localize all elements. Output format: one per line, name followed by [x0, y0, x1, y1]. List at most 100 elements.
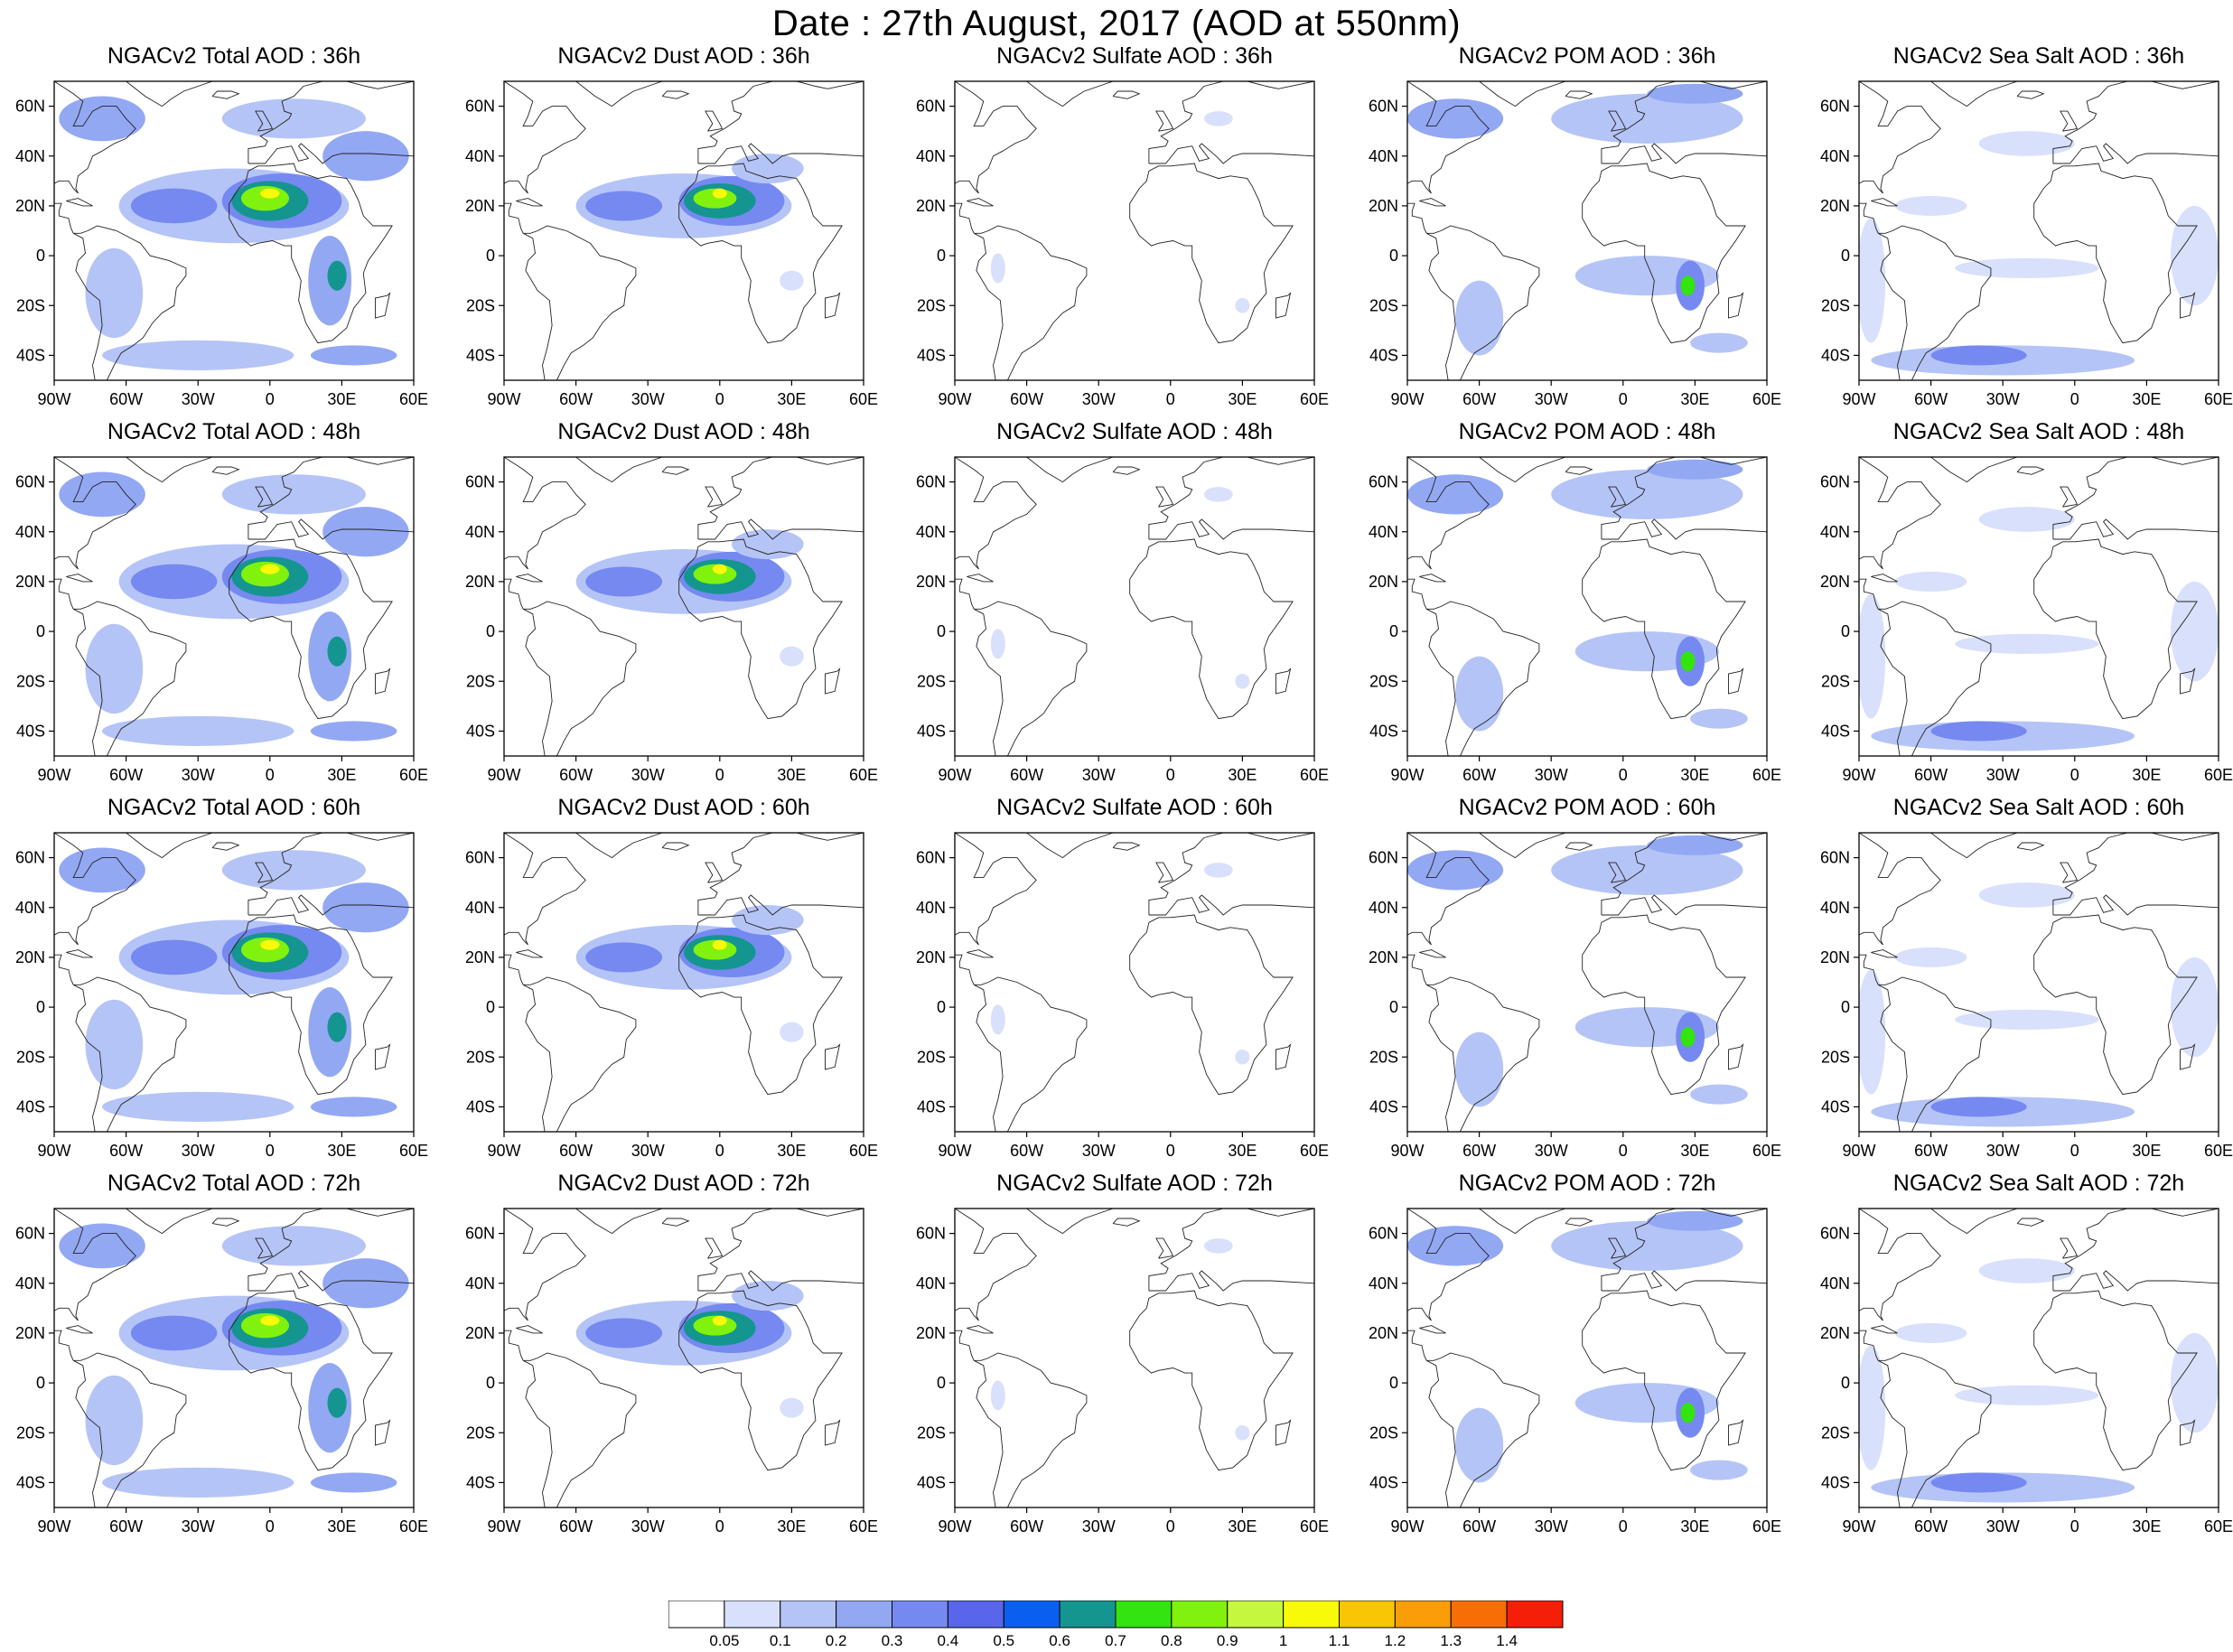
coastline: [255, 486, 274, 508]
coastline: [1877, 1352, 1992, 1507]
y-tick-label: 40S: [1821, 1097, 1850, 1115]
y-tick-label: 40N: [916, 523, 946, 541]
colorbar-label: 0.1: [770, 1632, 791, 1649]
x-tick-label: 90W: [938, 1517, 971, 1535]
x-tick-label: 0: [1619, 390, 1628, 408]
coastline: [1112, 1218, 1141, 1227]
aod-plume: [1955, 633, 2099, 654]
colorbar-swatch: [1227, 1601, 1285, 1629]
y-tick-label: 40S: [1821, 346, 1850, 364]
coastline: [697, 457, 864, 540]
x-tick-label: 30W: [1082, 766, 1116, 784]
coastline: [995, 833, 1114, 859]
aod-plume: [1203, 487, 1233, 502]
colorbar-swatch: [1506, 1601, 1564, 1629]
map-background: [955, 1209, 1314, 1507]
y-tick-label: 40N: [1820, 147, 1850, 165]
x-tick-label: 60W: [1462, 390, 1496, 408]
x-tick-label: 30W: [1535, 1142, 1568, 1160]
coastline: [661, 1218, 690, 1227]
x-tick-label: 0: [2070, 766, 2079, 784]
coastline: [72, 225, 187, 380]
aod-plume: [130, 939, 218, 975]
map-plot: 90W 60W 30W 0 30E 60E 60N 40N 20N 0 20S 40S: [1820, 1208, 2233, 1535]
map-panel-pom-r3: NGACv2 POM AOD : 72h 90W 60W 30W 0 30E 60E 60N 4…: [1353, 1171, 1805, 1541]
y-tick-label: 60N: [1820, 473, 1850, 491]
x-tick-label: 0: [266, 1142, 275, 1160]
x-tick-label: 90W: [37, 1142, 70, 1160]
colorbar-label: 0.5: [993, 1632, 1014, 1649]
y-tick-label: 0: [1389, 998, 1398, 1016]
x-tick-label: 30E: [1680, 1517, 1709, 1535]
coastline: [504, 833, 586, 946]
y-tick-label: 0: [937, 247, 946, 265]
aod-plume: [2170, 957, 2219, 1058]
aod-plume: [1690, 708, 1748, 729]
map-panel-pom-r2: NGACv2 POM AOD : 60h 90W 60W 30W 0 30E 60E 60N 4…: [1353, 795, 1805, 1165]
y-tick-label: 20N: [916, 948, 946, 966]
aod-plume: [1955, 1009, 2099, 1030]
x-tick-label: 0: [1619, 1142, 1628, 1160]
coastline: [2060, 110, 2079, 132]
coastlines: [1859, 81, 2219, 380]
aod-plume: [1455, 1031, 1504, 1107]
map-frame: [1406, 456, 1768, 757]
colorbar-label: 0.2: [826, 1632, 847, 1649]
x-tick-label: 90W: [487, 390, 520, 408]
y-tick-label: 20N: [465, 1324, 495, 1342]
aod-field: [59, 847, 409, 1122]
map-background: [955, 457, 1314, 756]
y-tick-label: 40S: [1369, 1473, 1398, 1491]
coastline: [1448, 81, 1566, 107]
coastline: [2180, 1043, 2196, 1070]
map-plot: 90W 60W 30W 0 30E 60E 60N 40N 20N 0 20S 40S: [916, 456, 1329, 784]
coastline: [967, 949, 994, 958]
coastline: [54, 81, 136, 194]
colorbar-swatch: [1059, 1601, 1116, 1629]
y-tick-label: 0: [36, 247, 45, 265]
aod-plume: [1551, 469, 1743, 519]
coastline: [973, 601, 1088, 756]
x-tick-label: 60E: [2204, 390, 2233, 408]
aod-plume: [1955, 1385, 2099, 1405]
y-tick-label: 20N: [465, 948, 495, 966]
y-tick-label: 20S: [917, 1048, 946, 1066]
y-tick-label: 40S: [16, 722, 45, 740]
colorbar-label: 1.1: [1329, 1632, 1350, 1649]
coastline: [248, 833, 414, 916]
colorbar-swatch: [668, 1601, 725, 1629]
x-tick-label: 60E: [399, 390, 428, 408]
coastlines: [1859, 1209, 2219, 1507]
y-tick-label: 20N: [1369, 573, 1398, 591]
map-frame: [1406, 832, 1768, 1133]
y-tick-label: 20S: [16, 1048, 45, 1066]
coastline: [661, 842, 690, 851]
map-background: [1859, 457, 2219, 756]
panel-title: NGACv2 POM AOD : 48h: [1458, 419, 1716, 444]
y-tick-label: 0: [36, 622, 45, 640]
x-tick-label: 30E: [1228, 766, 1257, 784]
aod-plume: [1859, 593, 1886, 719]
coastline: [1859, 578, 1879, 610]
y-tick-label: 40N: [15, 523, 45, 541]
aod-plume: [1407, 1226, 1504, 1266]
aod-field: [1407, 1210, 1748, 1483]
y-tick-label: 60N: [1820, 1225, 1850, 1243]
y-tick-label: 40N: [1369, 1274, 1398, 1293]
aod-field: [990, 487, 1250, 689]
aod-plume: [1455, 656, 1504, 732]
coastline: [1448, 833, 1566, 859]
coastline: [545, 833, 663, 859]
x-tick-label: 60W: [559, 766, 593, 784]
map-frame: [503, 80, 864, 381]
y-tick-label: 20S: [1821, 296, 1850, 314]
coastline: [504, 1330, 524, 1361]
panel-title: NGACv2 Total AOD : 36h: [107, 43, 361, 69]
aod-plume: [221, 474, 366, 515]
coastline: [697, 1209, 864, 1292]
coastline: [211, 1218, 240, 1227]
x-tick-label: 90W: [1842, 1142, 1875, 1160]
coastline: [1112, 466, 1141, 475]
map-panel-dust-r0: NGACv2 Dust AOD : 36h 90W 60W 30W 0 30E 60E 60N…: [450, 43, 902, 414]
coastline: [705, 486, 724, 508]
